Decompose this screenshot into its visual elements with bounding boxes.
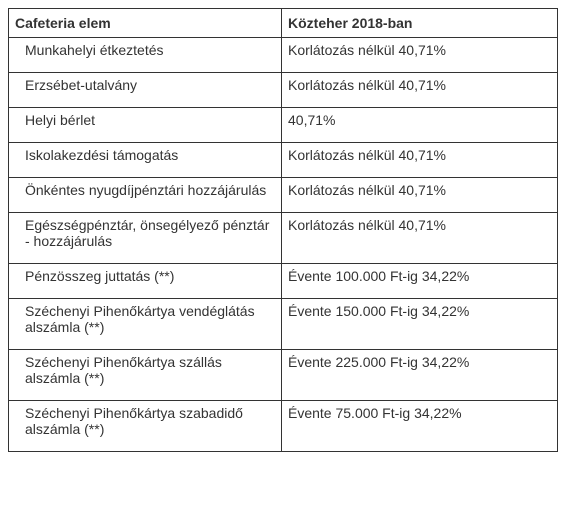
cell-kozteher: Évente 100.000 Ft-ig 34,22% — [282, 264, 558, 299]
cell-cafeteria: Egészségpénztár, önsegélyező pénztár - h… — [9, 213, 282, 264]
cell-kozteher: Évente 150.000 Ft-ig 34,22% — [282, 299, 558, 350]
cell-kozteher: Korlátozás nélkül 40,71% — [282, 178, 558, 213]
table-row: Széchenyi Pihenőkártya vendéglátás alszá… — [9, 299, 558, 350]
cell-kozteher: Évente 225.000 Ft-ig 34,22% — [282, 350, 558, 401]
cell-kozteher: Korlátozás nélkül 40,71% — [282, 73, 558, 108]
cell-cafeteria: Széchenyi Pihenőkártya szállás alszámla … — [9, 350, 282, 401]
table-header-row: Cafeteria elem Közteher 2018-ban — [9, 9, 558, 38]
cafeteria-table: Cafeteria elem Közteher 2018-ban Munkahe… — [8, 8, 558, 452]
cell-cafeteria: Széchenyi Pihenőkártya vendéglátás alszá… — [9, 299, 282, 350]
table-row: Önkéntes nyugdíjpénztári hozzájárulás Ko… — [9, 178, 558, 213]
column-header-kozteher: Közteher 2018-ban — [282, 9, 558, 38]
cell-cafeteria: Széchenyi Pihenőkártya szabadidő alszáml… — [9, 401, 282, 452]
cell-kozteher: Évente 75.000 Ft-ig 34,22% — [282, 401, 558, 452]
cell-cafeteria: Munkahelyi étkeztetés — [9, 38, 282, 73]
table-row: Helyi bérlet 40,71% — [9, 108, 558, 143]
cell-kozteher: Korlátozás nélkül 40,71% — [282, 143, 558, 178]
cell-kozteher: Korlátozás nélkül 40,71% — [282, 38, 558, 73]
table-row: Széchenyi Pihenőkártya szállás alszámla … — [9, 350, 558, 401]
table-row: Egészségpénztár, önsegélyező pénztár - h… — [9, 213, 558, 264]
column-header-cafeteria: Cafeteria elem — [9, 9, 282, 38]
cell-cafeteria: Helyi bérlet — [9, 108, 282, 143]
table-row: Erzsébet-utalvány Korlátozás nélkül 40,7… — [9, 73, 558, 108]
cell-kozteher: 40,71% — [282, 108, 558, 143]
cell-cafeteria: Erzsébet-utalvány — [9, 73, 282, 108]
table-row: Munkahelyi étkeztetés Korlátozás nélkül … — [9, 38, 558, 73]
cell-cafeteria: Pénzösszeg juttatás (**) — [9, 264, 282, 299]
cell-kozteher: Korlátozás nélkül 40,71% — [282, 213, 558, 264]
table-row: Széchenyi Pihenőkártya szabadidő alszáml… — [9, 401, 558, 452]
cell-cafeteria: Iskolakezdési támogatás — [9, 143, 282, 178]
table-row: Pénzösszeg juttatás (**) Évente 100.000 … — [9, 264, 558, 299]
cell-cafeteria: Önkéntes nyugdíjpénztári hozzájárulás — [9, 178, 282, 213]
table-row: Iskolakezdési támogatás Korlátozás nélkü… — [9, 143, 558, 178]
